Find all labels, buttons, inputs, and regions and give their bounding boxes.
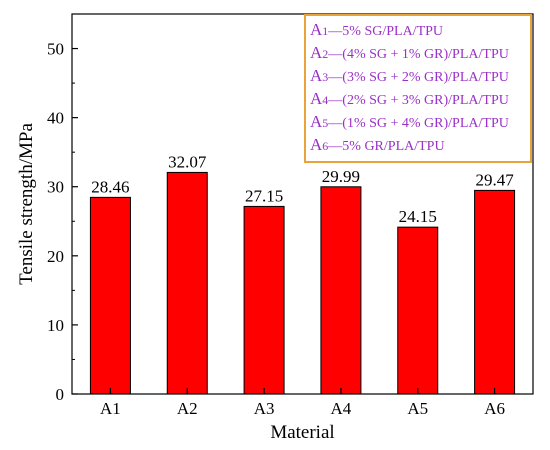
y-tick-label: 0 [56, 385, 65, 404]
legend-description: —(3% SG + 2% GR)/PLA/TPU [327, 70, 509, 85]
x-tick-label-a6: A6 [484, 399, 505, 418]
y-tick-label: 20 [47, 247, 64, 266]
bar-a3 [243, 205, 285, 395]
legend-subscript: 6 [322, 139, 328, 153]
legend-entry-1: A1—5% SG/PLA/TPU [310, 20, 443, 39]
bar-a4 [320, 186, 362, 395]
x-axis-title: Material [270, 422, 334, 443]
bar-a1 [89, 196, 131, 395]
legend-entry-6: A6—5% GR/PLA/TPU [310, 135, 445, 154]
legend-subscript: 5 [322, 116, 328, 130]
legend-description: —5% GR/PLA/TPU [327, 139, 444, 154]
legend-description: —5% SG/PLA/TPU [327, 24, 443, 39]
legend-key: A [310, 66, 323, 85]
y-axis-ticks: 0 10 20 30 40 50 [47, 40, 78, 404]
x-tick-label-a1: A1 [100, 399, 121, 418]
x-axis-ticks: A1 A2 A3 A4 A5 A6 [100, 388, 505, 418]
data-label-a2: 32.07 [168, 152, 207, 171]
legend-key: A [310, 89, 323, 108]
legend-key: A [310, 43, 323, 62]
legend-key: A [310, 20, 323, 39]
data-label-a3: 27.15 [245, 186, 283, 205]
bar-a2 [166, 171, 208, 395]
y-axis-title: Tensile strength/MPa [16, 123, 37, 285]
legend-key: A [310, 135, 323, 154]
legend-subscript: 3 [322, 70, 328, 84]
legend-entry-4: A4—(2% SG + 3% GR)/PLA/TPU [310, 89, 509, 108]
legend-subscript: 4 [322, 93, 328, 107]
x-tick-label-a5: A5 [407, 399, 428, 418]
bars-group [89, 171, 516, 395]
data-label-a5: 24.15 [399, 207, 437, 226]
legend-entry-2: A2—(4% SG + 1% GR)/PLA/TPU [310, 43, 509, 62]
y-tick-label: 40 [47, 109, 64, 128]
legend-description: —(2% SG + 3% GR)/PLA/TPU [327, 93, 509, 108]
y-tick-label: 50 [47, 40, 64, 59]
bar-a6 [474, 189, 516, 395]
legend-description: —(4% SG + 1% GR)/PLA/TPU [327, 47, 509, 62]
legend-box [304, 14, 532, 163]
legend-description: —(1% SG + 4% GR)/PLA/TPU [327, 116, 509, 131]
data-label-a1: 28.46 [91, 177, 129, 196]
x-tick-label-a3: A3 [254, 399, 275, 418]
x-tick-label-a4: A4 [331, 399, 352, 418]
data-labels-group: 28.46 32.07 27.15 29.99 24.15 29.47 [91, 152, 514, 226]
legend-subscript: 1 [322, 24, 328, 38]
legend-entry-5: A5—(1% SG + 4% GR)/PLA/TPU [310, 112, 509, 131]
data-label-a4: 29.99 [322, 167, 360, 186]
legend-entry-3: A3—(3% SG + 2% GR)/PLA/TPU [310, 66, 509, 85]
y-tick-label: 10 [47, 316, 64, 335]
x-tick-label-a2: A2 [177, 399, 198, 418]
data-label-a6: 29.47 [475, 170, 514, 189]
bar-a5 [397, 226, 439, 395]
legend-subscript: 2 [322, 47, 328, 61]
y-tick-label: 30 [47, 178, 64, 197]
plot-frame [71, 13, 534, 395]
legend-key: A [310, 112, 323, 131]
